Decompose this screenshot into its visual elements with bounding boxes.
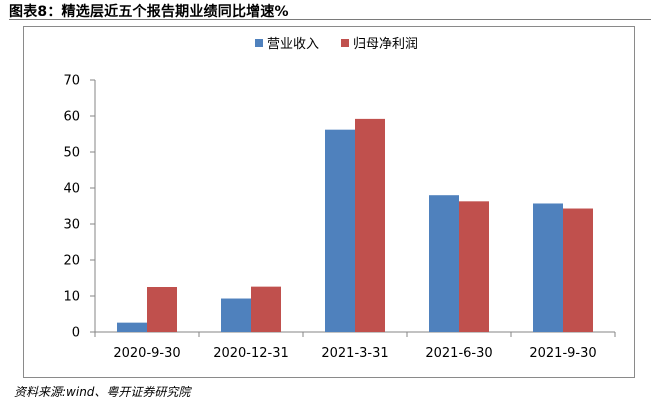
x-axis: 2020-9-30 2020-12-31 2021-3-31 2021-6-30 202…: [94, 331, 616, 361]
legend-swatch: [341, 39, 349, 47]
y-tick-label: 60: [63, 110, 80, 125]
legend-swatch: [255, 39, 263, 47]
bar-revenue: [325, 129, 355, 332]
y-tick-label: 50: [63, 146, 80, 161]
bar-revenue: [429, 195, 459, 332]
bar-revenue: [533, 203, 563, 332]
x-tick-label: 2020-12-31: [213, 346, 289, 361]
source-note: 资料来源:wind、粤开证券研究院: [14, 385, 191, 399]
bars: [117, 118, 593, 332]
bar-revenue: [117, 322, 147, 332]
y-axis: 0 10 20 30 40 50 60 70: [63, 74, 96, 341]
x-tick-label: 2021-9-30: [529, 346, 596, 361]
y-tick-label: 0: [72, 326, 80, 341]
bar-net-profit: [355, 118, 385, 332]
x-tick-label: 2021-3-31: [321, 346, 388, 361]
legend: 营业收入 归母净利润: [255, 37, 418, 52]
bar-net-profit: [459, 201, 489, 332]
title-divider: [9, 19, 651, 20]
y-tick-label: 30: [63, 218, 80, 233]
y-tick-label: 40: [63, 182, 80, 197]
bar-net-profit: [147, 287, 177, 332]
chart-frame: [23, 26, 635, 378]
legend-label: 归母净利润: [353, 37, 418, 52]
y-tick-label: 70: [63, 74, 80, 89]
legend-label: 营业收入: [267, 37, 319, 52]
x-tick-label: 2021-6-30: [425, 346, 492, 361]
x-tick-label: 2020-9-30: [113, 346, 180, 361]
bar-revenue: [221, 298, 251, 332]
bar-net-profit: [251, 286, 281, 332]
y-tick-label: 10: [63, 290, 80, 305]
y-tick-label: 20: [63, 254, 80, 269]
figure-title: 图表8：精选层近五个报告期业绩同比增速%: [9, 4, 289, 20]
bar-net-profit: [563, 208, 593, 332]
